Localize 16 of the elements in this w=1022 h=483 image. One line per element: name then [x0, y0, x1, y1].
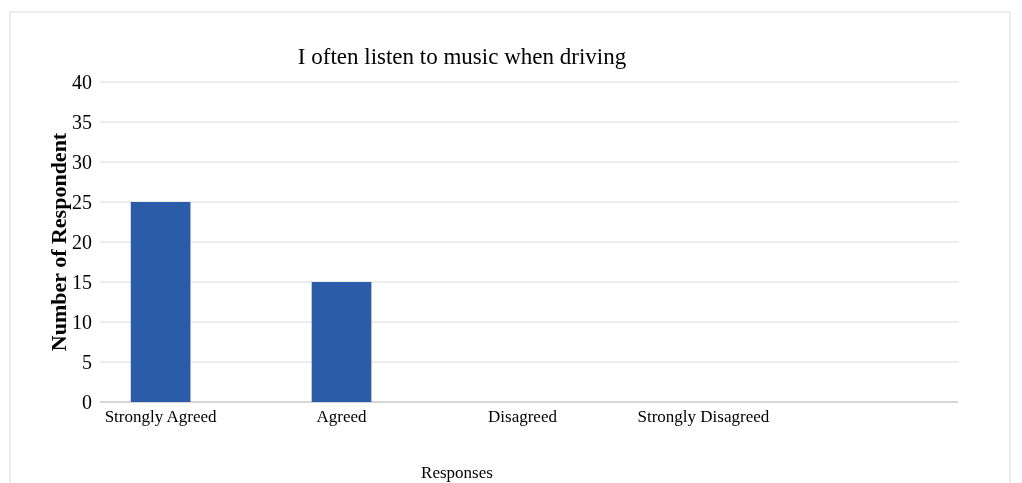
y-tick-label: 35: [72, 110, 92, 133]
y-tick-label: 15: [72, 270, 92, 293]
x-axis-title: Responses: [421, 463, 493, 482]
y-axis-title: Number of Respondent: [46, 132, 71, 352]
x-tick-label: Strongly Disagreed: [637, 407, 770, 427]
x-tick-label: Disagreed: [488, 407, 558, 427]
y-tick-label: 0: [82, 390, 92, 413]
x-tick-label: Agreed: [316, 407, 368, 427]
y-tick-label: 5: [82, 350, 92, 373]
x-tick-label: Strongly Agreed: [104, 407, 218, 427]
y-tick-label: 40: [72, 70, 92, 93]
y-tick-label: 25: [72, 190, 92, 213]
chart-title: I often listen to music when driving: [297, 44, 627, 69]
y-tick-label: 20: [72, 230, 92, 253]
y-tick-label: 10: [72, 310, 92, 333]
y-tick-label: 30: [72, 150, 92, 173]
